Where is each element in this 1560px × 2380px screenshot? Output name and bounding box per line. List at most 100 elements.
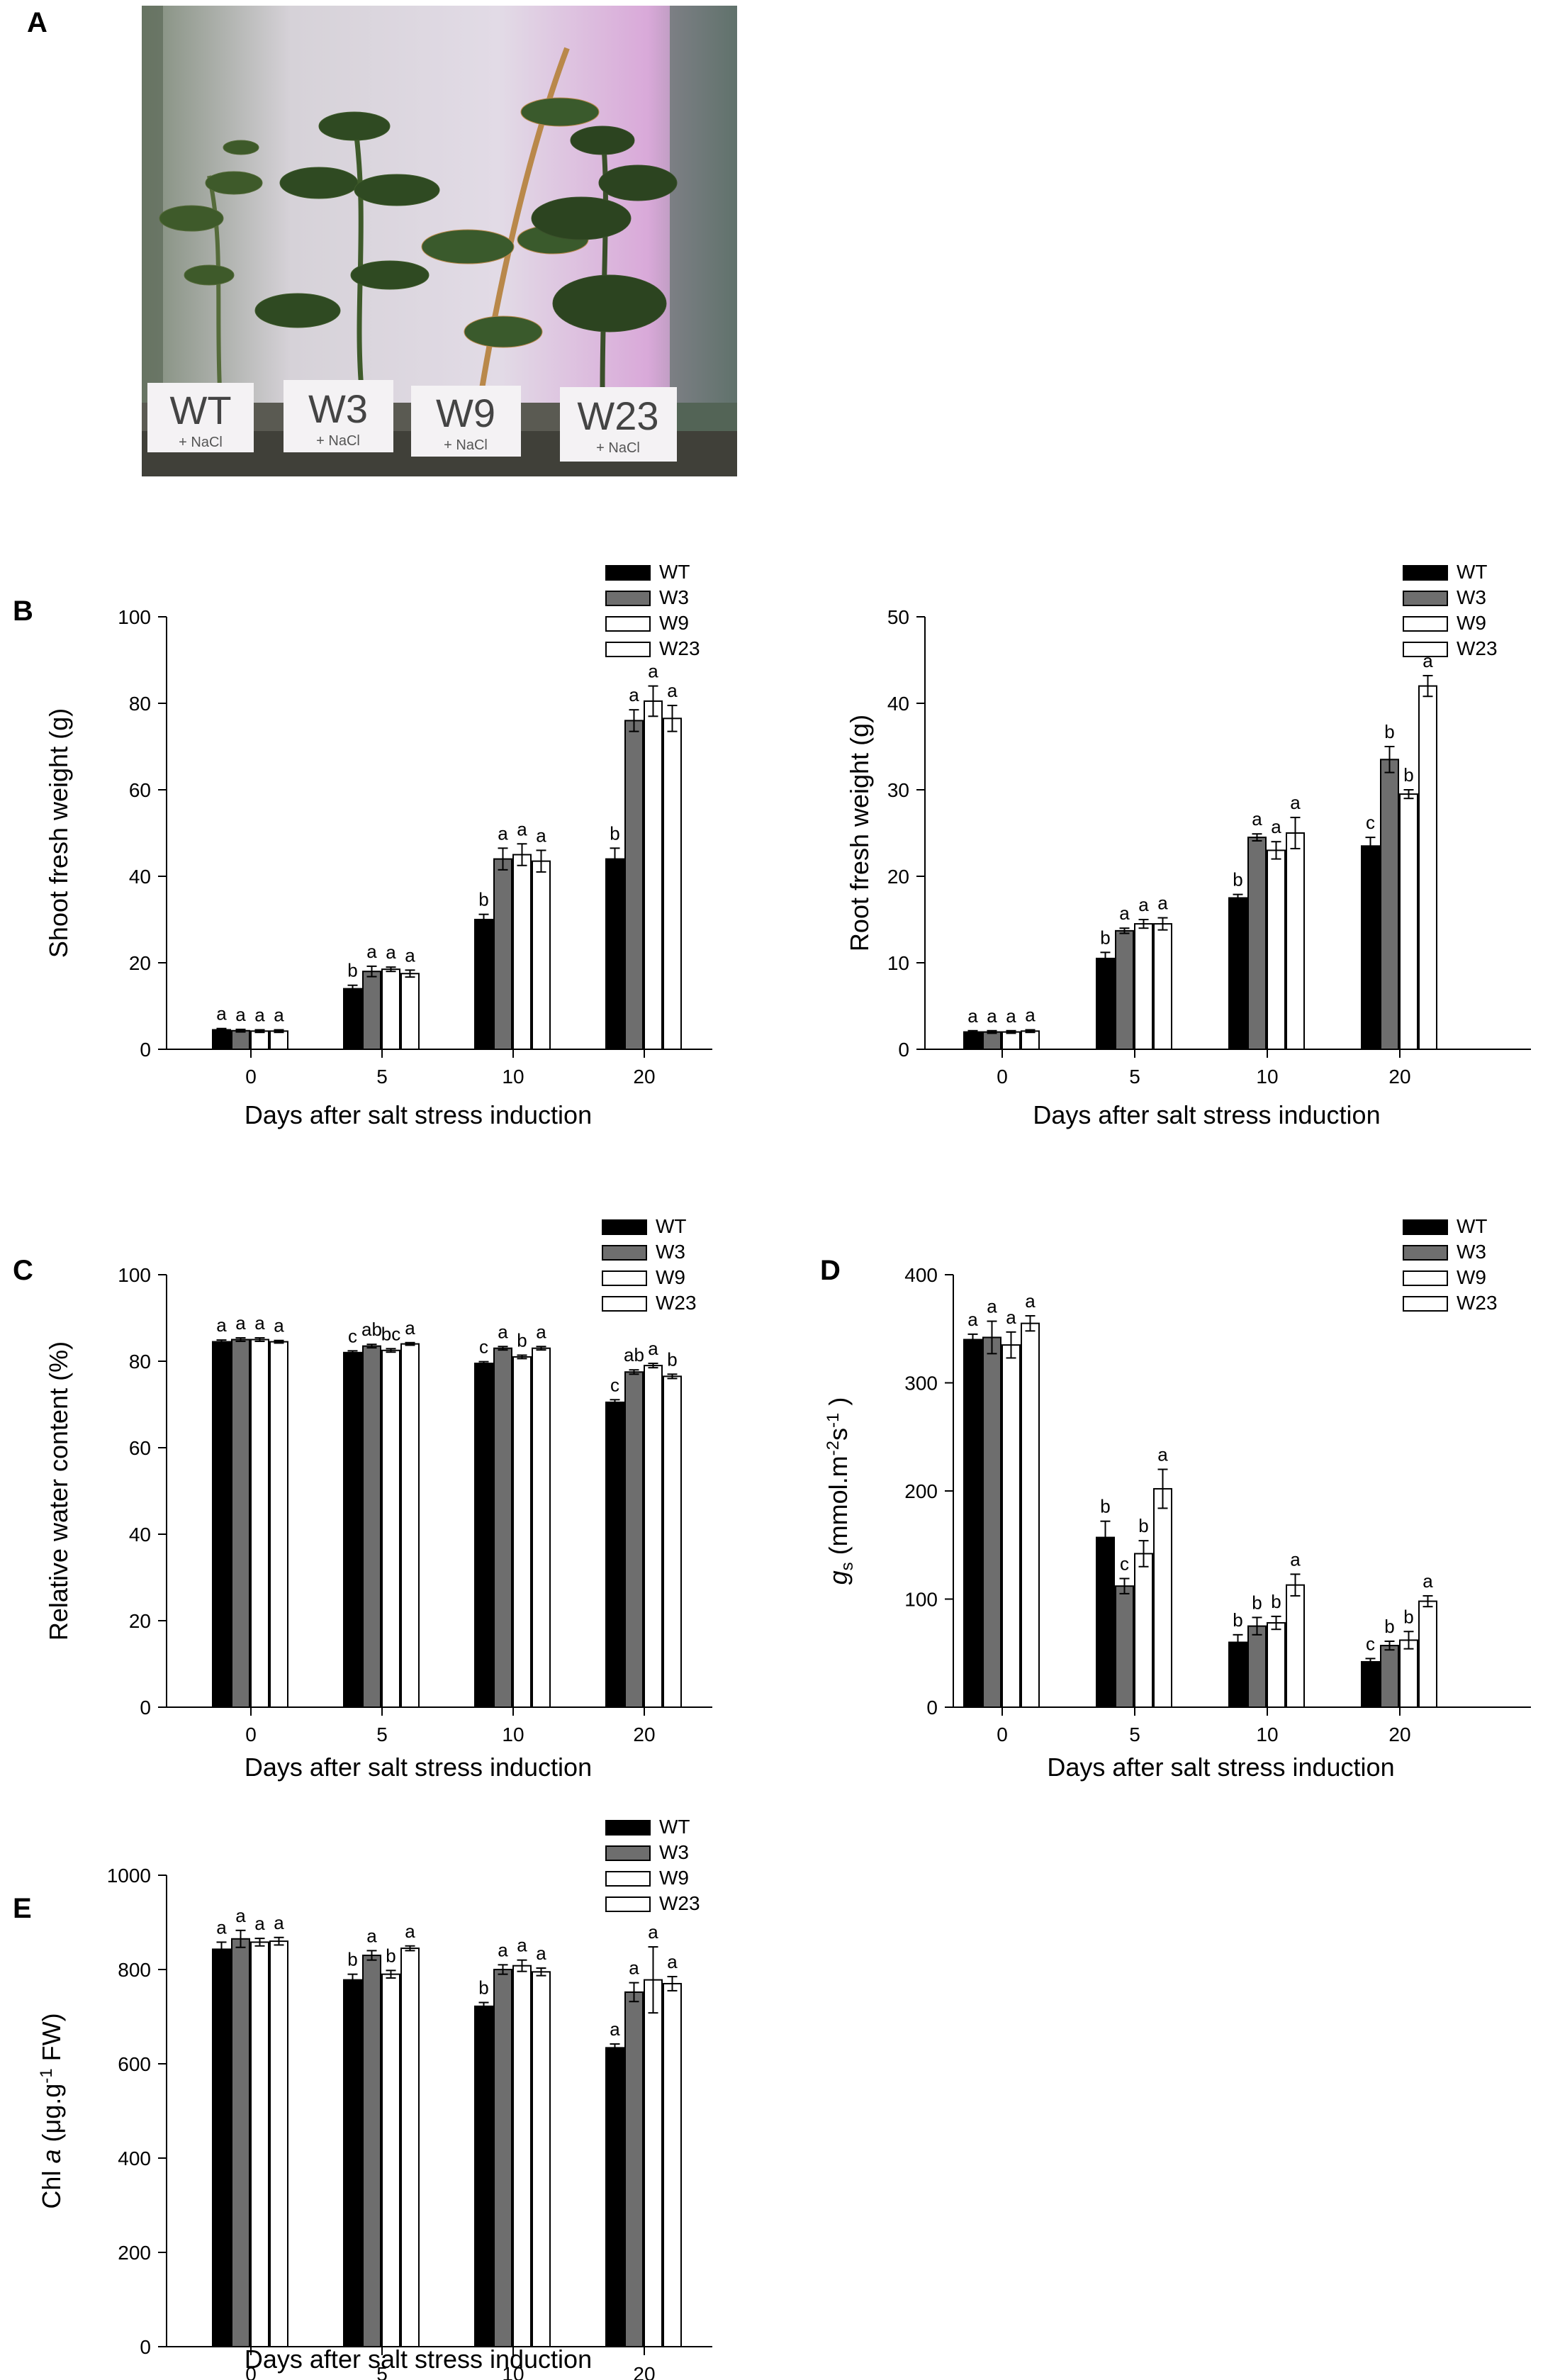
bar-w3 <box>1115 1585 1134 1708</box>
bar-w9 <box>1399 793 1418 1050</box>
x-axis-title: Days after salt stress induction <box>1033 1100 1380 1129</box>
bar-w3 <box>231 1938 250 2347</box>
bar-wt <box>1096 1536 1115 1708</box>
significance-letter: b <box>1252 1592 1262 1613</box>
legend-label-wt: WT <box>1457 1215 1488 1237</box>
svg-text:+ NaCl: + NaCl <box>444 437 488 453</box>
plant-wt <box>159 140 263 389</box>
significance-letter: a <box>517 818 527 839</box>
legend-swatch-w9 <box>605 1871 651 1887</box>
significance-letter: a <box>216 1916 227 1938</box>
legend-label-wt: WT <box>1457 561 1488 583</box>
x-axis-title: Days after salt stress induction <box>245 1753 592 1782</box>
bar-w9 <box>644 1365 663 1708</box>
significance-letter: a <box>235 1905 246 1926</box>
y-axis-title-part: Chl <box>37 2164 66 2209</box>
bar-wt <box>605 2047 624 2347</box>
y-tick-label: 1000 <box>107 1865 151 1887</box>
significance-letter: a <box>405 1921 415 1942</box>
bar-w3 <box>982 1031 1001 1050</box>
y-tick-label: 100 <box>118 606 151 628</box>
bar-w9 <box>512 1965 532 2347</box>
bar-w9 <box>1134 923 1153 1050</box>
legend-label-w23: W23 <box>659 637 700 659</box>
bar-w3 <box>362 971 381 1050</box>
bar-w3 <box>493 1347 512 1708</box>
legend-label-w9: W9 <box>659 612 689 634</box>
significance-letter: a <box>967 1309 978 1330</box>
significance-letter: b <box>1403 1606 1413 1627</box>
significance-letter: b <box>478 889 488 910</box>
y-axis-title: Root fresh weight (g) <box>845 715 874 951</box>
y-tick-label: 20 <box>129 952 151 974</box>
significance-letter: a <box>235 1004 246 1025</box>
bar-w9 <box>250 1941 269 2347</box>
bar-w9 <box>1399 1639 1418 1708</box>
bar-wt <box>474 919 493 1050</box>
bar-w23 <box>532 860 551 1051</box>
bar-w9 <box>381 968 400 1051</box>
significance-letter: a <box>274 1005 284 1026</box>
x-tick-label: 0 <box>245 2363 257 2380</box>
significance-letter: a <box>366 941 377 962</box>
y-axis-title: Chl a (μg.g-1 FW) <box>37 2013 66 2208</box>
legend-label-w23: W23 <box>1457 637 1498 659</box>
bar-w23 <box>663 1982 682 2347</box>
plant-w23 <box>531 125 678 389</box>
bar-w23 <box>1286 832 1305 1050</box>
bar-w9 <box>381 1349 400 1708</box>
bar-w3 <box>493 1969 512 2347</box>
y-tick-label: 100 <box>904 1589 938 1611</box>
bar-w23 <box>269 1341 288 1709</box>
bar-w3 <box>231 1339 250 1708</box>
bar-wt <box>605 858 624 1050</box>
y-axis-title-part: g <box>824 1570 853 1585</box>
plant-w3 <box>254 111 440 389</box>
significance-letter: a <box>1006 1307 1016 1328</box>
legend-label-wt: WT <box>659 1816 690 1838</box>
x-tick-label: 5 <box>1129 1066 1140 1088</box>
significance-letter: a <box>1119 903 1130 924</box>
bar-w3 <box>1247 1625 1267 1708</box>
bar-w23 <box>532 1971 551 2347</box>
panel-letter-e: E <box>13 1893 32 1924</box>
bar-w9 <box>644 1979 663 2347</box>
y-axis-title-part: a <box>37 2150 66 2164</box>
y-tick-label: 60 <box>129 779 151 801</box>
significance-letter: b <box>347 1949 357 1970</box>
legend-swatch-w23 <box>1403 1296 1448 1312</box>
y-tick-label: 0 <box>140 1039 151 1061</box>
significance-letter: a <box>648 661 658 682</box>
legend-swatch-w9 <box>602 1270 647 1286</box>
legend-label-w23: W23 <box>659 1892 700 1914</box>
significance-letter: a <box>216 1003 227 1024</box>
photo-label-w9: W9 + NaCl <box>411 386 521 457</box>
significance-letter: c <box>610 1374 619 1395</box>
plant-w9 <box>421 47 600 389</box>
x-tick-label: 20 <box>633 1723 655 1745</box>
significance-letter: c <box>1366 1633 1375 1654</box>
y-tick-label: 20 <box>887 866 909 888</box>
significance-letter: b <box>667 1348 677 1370</box>
significance-letter: a <box>629 1957 639 1979</box>
bar-w3 <box>1115 929 1134 1050</box>
plant-photo: WT + NaCl W3 + NaCl W9 + NaCl W23 + NaCl <box>142 6 737 476</box>
photo-label-w3: W3 + NaCl <box>284 380 393 452</box>
bar-w3 <box>624 1371 644 1708</box>
bar-w3 <box>493 858 512 1050</box>
legend-swatch-w3 <box>605 1845 651 1861</box>
bar-w23 <box>400 1948 420 2347</box>
y-axis-title-part: s <box>838 1562 857 1570</box>
svg-text:+ NaCl: + NaCl <box>596 440 640 456</box>
bar-wt <box>212 1341 231 1709</box>
significance-letter: b <box>1271 1591 1281 1612</box>
legend-swatch-w9 <box>605 616 651 632</box>
significance-letter: a <box>498 1321 508 1342</box>
x-tick-label: 0 <box>245 1066 257 1088</box>
significance-letter: b <box>1233 1609 1242 1631</box>
x-tick-label: 0 <box>245 1723 257 1745</box>
bar-wt <box>963 1031 982 1050</box>
legend-label-w3: W3 <box>656 1241 685 1263</box>
